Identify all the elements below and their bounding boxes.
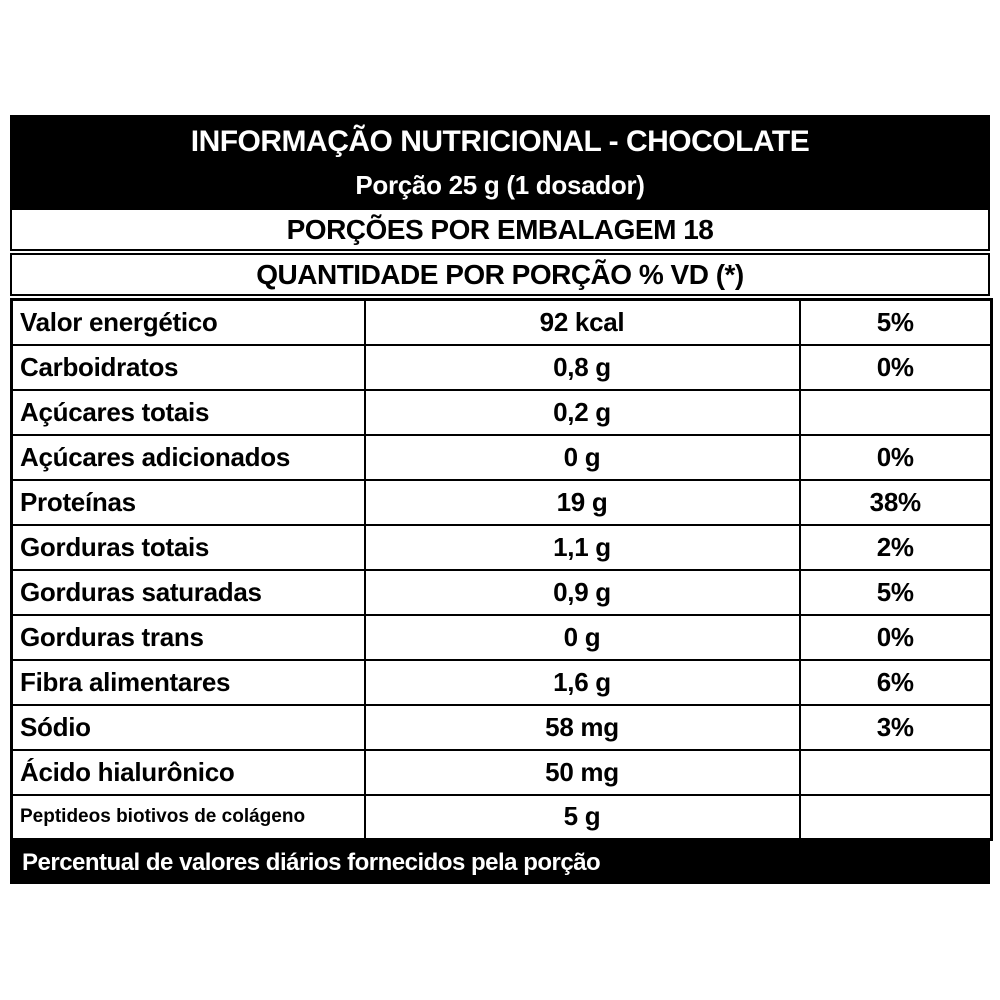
table-row: Açúcares totais 0,2 g [10,388,993,436]
nutrient-amount: 0 g [363,433,801,481]
nutrient-amount: 1,6 g [363,658,801,706]
serving-size: Porção 25 g (1 dosador) [355,170,645,200]
nutrient-label: Proteínas [10,478,366,526]
nutrient-amount: 0 g [363,613,801,661]
nutrient-label: Fibra alimentares [10,658,366,706]
nutrient-amount: 50 mg [363,748,801,796]
nutrient-amount: 0,8 g [363,343,801,391]
servings-per-package-text: PORÇÕES POR EMBALAGEM 18 [286,213,714,245]
nutrient-amount: 58 mg [363,703,801,751]
nutrient-dv [798,388,993,436]
quantity-header-row: QUANTIDADE POR PORÇÃO % VD (*) [10,253,990,296]
table-row: Gorduras totais 1,1 g 2% [10,523,993,571]
table-row: Gorduras trans 0 g 0% [10,613,993,661]
nutrient-label: Valor energético [10,298,366,346]
label-footer-band: Percentual de valores diários fornecidos… [10,841,990,884]
table-row: Ácido hialurônico 50 mg [10,748,993,796]
nutrient-table: Valor energético 92 kcal 5% Carboidratos… [10,298,993,841]
nutrient-label: Açúcares totais [10,388,366,436]
nutrient-label: Gorduras totais [10,523,366,571]
daily-value-note: Percentual de valores diários fornecidos… [22,848,601,876]
nutrient-label: Gorduras saturadas [10,568,366,616]
table-row: Fibra alimentares 1,6 g 6% [10,658,993,706]
table-row: Gorduras saturadas 0,9 g 5% [10,568,993,616]
nutrient-dv: 3% [798,703,993,751]
nutrient-amount: 19 g [363,478,801,526]
nutrient-amount: 0,2 g [363,388,801,436]
nutrient-dv: 0% [798,343,993,391]
label-header-band: INFORMAÇÃO NUTRICIONAL - CHOCOLATE Porçã… [10,115,990,208]
nutrient-label: Sódio [10,703,366,751]
nutrient-dv: 5% [798,298,993,346]
nutrient-dv: 38% [798,478,993,526]
nutrient-dv: 0% [798,433,993,481]
nutrient-amount: 1,1 g [363,523,801,571]
nutrient-dv: 5% [798,568,993,616]
label-title: INFORMAÇÃO NUTRICIONAL - CHOCOLATE [190,125,810,158]
nutrient-label: Açúcares adicionados [10,433,366,481]
table-row: Sódio 58 mg 3% [10,703,993,751]
table-row: Açúcares adicionados 0 g 0% [10,433,993,481]
nutrient-dv [798,748,993,796]
nutrient-label: Ácido hialurônico [10,748,366,796]
table-row: Carboidratos 0,8 g 0% [10,343,993,391]
nutrient-amount: 92 kcal [363,298,801,346]
nutrient-label: Peptideos biotivos de colágeno [10,793,366,841]
table-row: Valor energético 92 kcal 5% [10,298,993,346]
quantity-header-text: QUANTIDADE POR PORÇÃO % VD (*) [256,258,744,290]
nutrient-dv: 2% [798,523,993,571]
nutrient-dv: 0% [798,613,993,661]
table-row: Proteínas 19 g 38% [10,478,993,526]
servings-per-package-row: PORÇÕES POR EMBALAGEM 18 [10,208,990,251]
nutrient-label: Gorduras trans [10,613,366,661]
nutrient-label: Carboidratos [10,343,366,391]
nutrition-label: INFORMAÇÃO NUTRICIONAL - CHOCOLATE Porçã… [10,115,993,884]
nutrient-dv: 6% [798,658,993,706]
nutrient-amount: 5 g [363,793,801,841]
table-row: Peptideos biotivos de colágeno 5 g [10,793,993,841]
nutrient-dv [798,793,993,841]
nutrient-amount: 0,9 g [363,568,801,616]
